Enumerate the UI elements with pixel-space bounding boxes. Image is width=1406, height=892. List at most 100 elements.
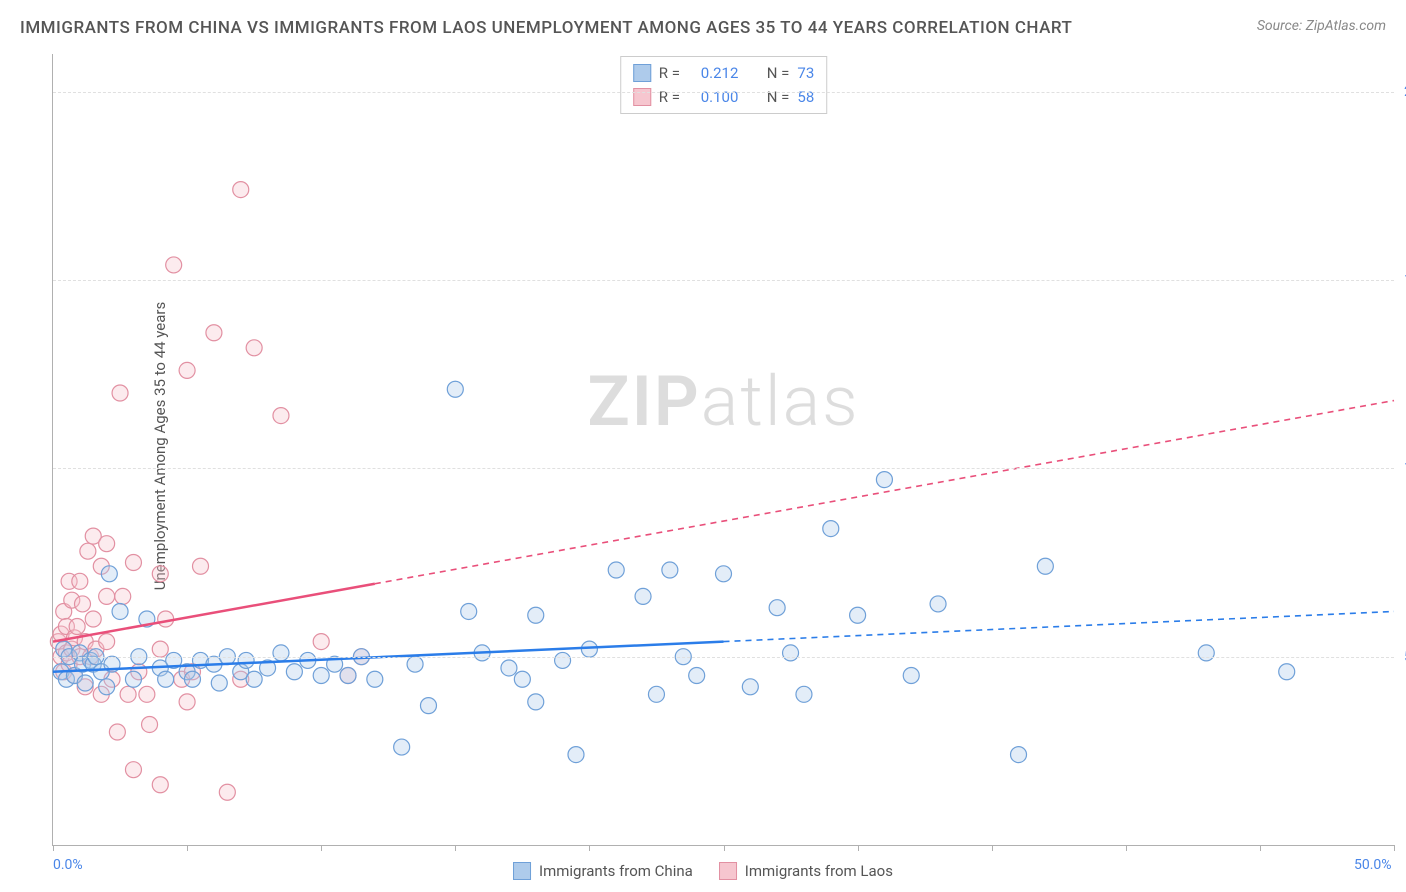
grid-line (53, 468, 1394, 469)
data-point (407, 656, 423, 672)
data-point (716, 566, 732, 582)
x-tick (1126, 845, 1127, 851)
data-point (233, 182, 249, 198)
data-point (139, 686, 155, 702)
legend-row: R =0.100N =58 (633, 85, 815, 109)
data-point (742, 679, 758, 695)
x-tick-label: 50.0% (1354, 857, 1392, 873)
legend-label: Immigrants from Laos (745, 862, 893, 880)
data-point (112, 603, 128, 619)
legend-swatch (719, 862, 737, 880)
data-point (99, 588, 115, 604)
data-point (662, 562, 678, 578)
data-point (313, 668, 329, 684)
scatter-plot (53, 54, 1394, 845)
x-tick (455, 845, 456, 851)
data-point (447, 381, 463, 397)
grid-line (53, 657, 1394, 658)
data-point (876, 472, 892, 488)
legend-row: R =0.212N =73 (633, 61, 815, 85)
data-point (99, 679, 115, 695)
correlation-legend: R =0.212N =73R =0.100N =58 (620, 56, 828, 114)
data-point (581, 641, 597, 657)
data-point (152, 566, 168, 582)
data-point (930, 596, 946, 612)
x-tick (53, 845, 54, 851)
trend-line-dashed (375, 401, 1394, 584)
data-point (152, 777, 168, 793)
data-point (125, 555, 141, 571)
data-point (85, 611, 101, 627)
data-point (528, 694, 544, 710)
data-point (823, 521, 839, 537)
data-point (72, 573, 88, 589)
grid-line (53, 280, 1394, 281)
data-point (461, 603, 477, 619)
chart-title: IMMIGRANTS FROM CHINA VS IMMIGRANTS FROM… (20, 18, 1072, 38)
data-point (99, 536, 115, 552)
legend-item: Immigrants from China (513, 862, 693, 880)
data-point (514, 671, 530, 687)
data-point (125, 671, 141, 687)
n-label: N = (767, 85, 790, 109)
data-point (608, 562, 624, 578)
x-tick (1394, 845, 1395, 851)
data-point (179, 694, 195, 710)
chart-header: IMMIGRANTS FROM CHINA VS IMMIGRANTS FROM… (20, 18, 1386, 38)
data-point (246, 671, 262, 687)
data-point (152, 641, 168, 657)
x-tick (724, 845, 725, 851)
data-point (1037, 558, 1053, 574)
data-point (101, 566, 117, 582)
data-point (112, 385, 128, 401)
data-point (850, 607, 866, 623)
data-point (179, 362, 195, 378)
data-point (211, 675, 227, 691)
data-point (568, 747, 584, 763)
data-point (1198, 645, 1214, 661)
data-point (193, 558, 209, 574)
legend-swatch (633, 64, 651, 82)
y-tick-label: 10.0% (1396, 460, 1406, 476)
source-label: Source: ZipAtlas.com (1257, 18, 1386, 34)
n-value: 73 (797, 61, 814, 85)
data-point (273, 645, 289, 661)
x-tick (589, 845, 590, 851)
legend-item: Immigrants from Laos (719, 862, 893, 880)
x-tick (1260, 845, 1261, 851)
data-point (238, 652, 254, 668)
data-point (219, 784, 235, 800)
x-tick (187, 845, 188, 851)
legend-label: Immigrants from China (539, 862, 693, 880)
y-tick-label: 20.0% (1396, 84, 1406, 100)
r-value: 0.212 (701, 61, 753, 85)
data-point (69, 619, 85, 635)
data-point (635, 588, 651, 604)
data-point (796, 686, 812, 702)
data-point (340, 668, 356, 684)
data-point (689, 668, 705, 684)
data-point (420, 698, 436, 714)
data-point (903, 668, 919, 684)
data-point (394, 739, 410, 755)
x-tick (321, 845, 322, 851)
data-point (313, 634, 329, 650)
series-legend: Immigrants from China Immigrants from Lao… (513, 862, 893, 880)
data-point (166, 257, 182, 273)
r-label: R = (659, 61, 693, 85)
x-tick (858, 845, 859, 851)
legend-swatch (513, 862, 531, 880)
grid-line (53, 92, 1394, 93)
data-point (184, 671, 200, 687)
r-label: R = (659, 85, 693, 109)
data-point (142, 716, 158, 732)
data-point (99, 634, 115, 650)
x-tick-label: 0.0% (53, 857, 83, 873)
trend-line-dashed (724, 611, 1395, 641)
data-point (80, 543, 96, 559)
data-point (246, 340, 262, 356)
data-point (1279, 664, 1295, 680)
data-point (75, 596, 91, 612)
r-value: 0.100 (701, 85, 753, 109)
data-point (77, 675, 93, 691)
